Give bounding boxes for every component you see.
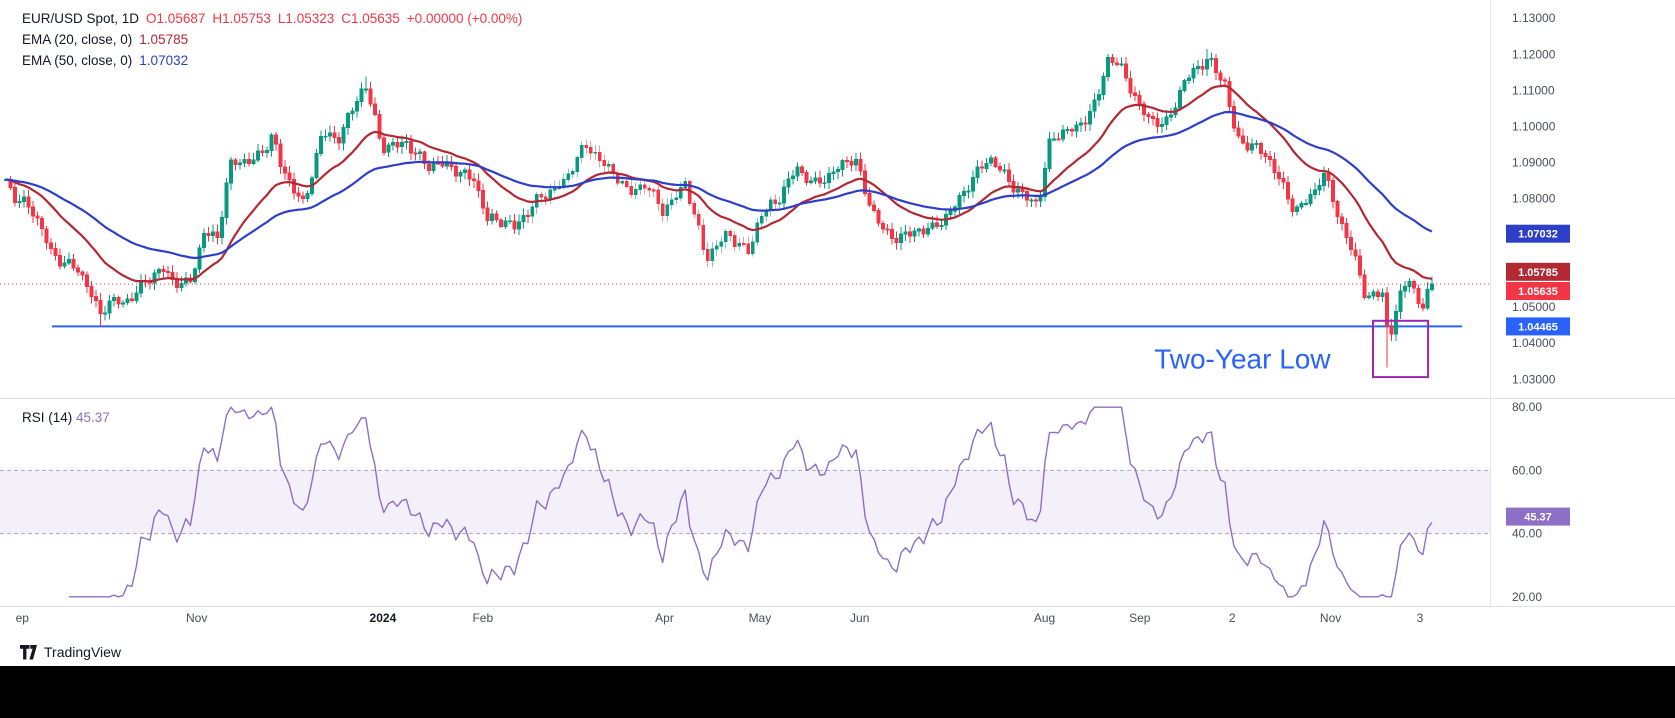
svg-text:Nov: Nov <box>1320 611 1341 625</box>
svg-text:2: 2 <box>1229 611 1236 625</box>
symbol-row[interactable]: EUR/USD Spot, 1D O1.05687 H1.05753 L1.05323… <box>22 8 529 29</box>
svg-text:Jun: Jun <box>850 611 869 625</box>
ema20-line[interactable] <box>5 84 1433 283</box>
svg-text:40.00: 40.00 <box>1512 527 1542 541</box>
ohlc-change: +0.00000 (+0.00%) <box>406 11 523 26</box>
svg-text:May: May <box>749 611 772 625</box>
rsi-band-fill <box>0 470 1490 534</box>
candles[interactable] <box>4 49 1434 368</box>
svg-text:1.05000: 1.05000 <box>1512 300 1556 314</box>
svg-text:1.10000: 1.10000 <box>1512 120 1556 134</box>
rsi-axis[interactable]: 80.00 60.00 40.00 20.00 45.37 <box>1506 400 1570 604</box>
svg-text:1.09000: 1.09000 <box>1512 156 1556 170</box>
symbol-legend: EUR/USD Spot, 1D O1.05687 H1.05753 L1.05323… <box>22 8 529 71</box>
svg-text:Feb: Feb <box>472 611 493 625</box>
svg-text:1.05785: 1.05785 <box>1518 267 1558 279</box>
svg-text:80.00: 80.00 <box>1512 400 1542 414</box>
ema50-line[interactable] <box>5 110 1433 260</box>
price-axis[interactable]: 1.13000 1.12000 1.11000 1.10000 1.09000 1.080… <box>1506 11 1570 386</box>
svg-text:20.00: 20.00 <box>1512 590 1542 604</box>
svg-text:1.07032: 1.07032 <box>1518 229 1558 241</box>
svg-text:1.12000: 1.12000 <box>1512 47 1556 61</box>
time-axis[interactable]: ep Nov 2024 Feb Apr May Jun Aug Sep 2 Nov 3 <box>16 611 1424 625</box>
symbol-title[interactable]: EUR/USD Spot, 1D <box>22 11 140 26</box>
two-year-low-annotation[interactable]: Two-Year Low <box>1154 343 1331 374</box>
ema20-value: 1.05785 <box>139 32 189 47</box>
svg-text:Nov: Nov <box>186 611 207 625</box>
svg-text:1.03000: 1.03000 <box>1512 372 1556 386</box>
highlight-box[interactable] <box>1372 319 1430 379</box>
rsi-value: 45.37 <box>76 410 110 425</box>
chart-canvas[interactable]: Two-Year Low 1.13000 1.12000 1.11000 1.1000… <box>0 0 1675 638</box>
chart-area: Two-Year Low 1.13000 1.12000 1.11000 1.1000… <box>0 0 1675 638</box>
bottom-bar <box>0 666 1675 718</box>
tradingview-brand[interactable]: TradingView <box>44 644 122 660</box>
svg-text:3: 3 <box>1417 611 1424 625</box>
rsi-legend[interactable]: RSI (14) 45.37 <box>22 410 110 425</box>
tradingview-logo-icon[interactable] <box>20 644 37 660</box>
ohlc-high: H1.05753 <box>212 11 271 26</box>
svg-text:1.11000: 1.11000 <box>1512 83 1555 97</box>
pane-separators <box>0 0 1675 607</box>
svg-text:1.08000: 1.08000 <box>1512 192 1556 206</box>
svg-text:1.04000: 1.04000 <box>1512 336 1556 350</box>
ema20-row[interactable]: EMA (20, close, 0) 1.05785 <box>22 29 529 50</box>
ohlc-close: C1.05635 <box>341 11 400 26</box>
svg-text:2024: 2024 <box>370 611 397 625</box>
svg-text:Aug: Aug <box>1034 611 1055 625</box>
ohlc-open: O1.05687 <box>146 11 206 26</box>
svg-text:1.05635: 1.05635 <box>1518 286 1558 298</box>
svg-text:Sep: Sep <box>1129 611 1151 625</box>
rsi-guides <box>0 469 1490 535</box>
rsi-line[interactable] <box>68 406 1433 598</box>
ema20-label: EMA (20, close, 0) <box>22 32 133 47</box>
svg-text:1.04465: 1.04465 <box>1518 321 1558 333</box>
svg-text:Apr: Apr <box>655 611 674 625</box>
ohlc-low: L1.05323 <box>277 11 335 26</box>
ema50-value: 1.07032 <box>139 53 189 68</box>
svg-text:ep: ep <box>16 611 30 625</box>
ema50-label: EMA (50, close, 0) <box>22 53 133 68</box>
ema50-row[interactable]: EMA (50, close, 0) 1.07032 <box>22 50 529 71</box>
svg-text:1.13000: 1.13000 <box>1512 11 1556 25</box>
svg-text:60.00: 60.00 <box>1512 463 1542 477</box>
footer: TradingView <box>0 638 1675 666</box>
rsi-label: RSI (14) <box>22 410 73 425</box>
svg-text:45.37: 45.37 <box>1524 512 1552 524</box>
